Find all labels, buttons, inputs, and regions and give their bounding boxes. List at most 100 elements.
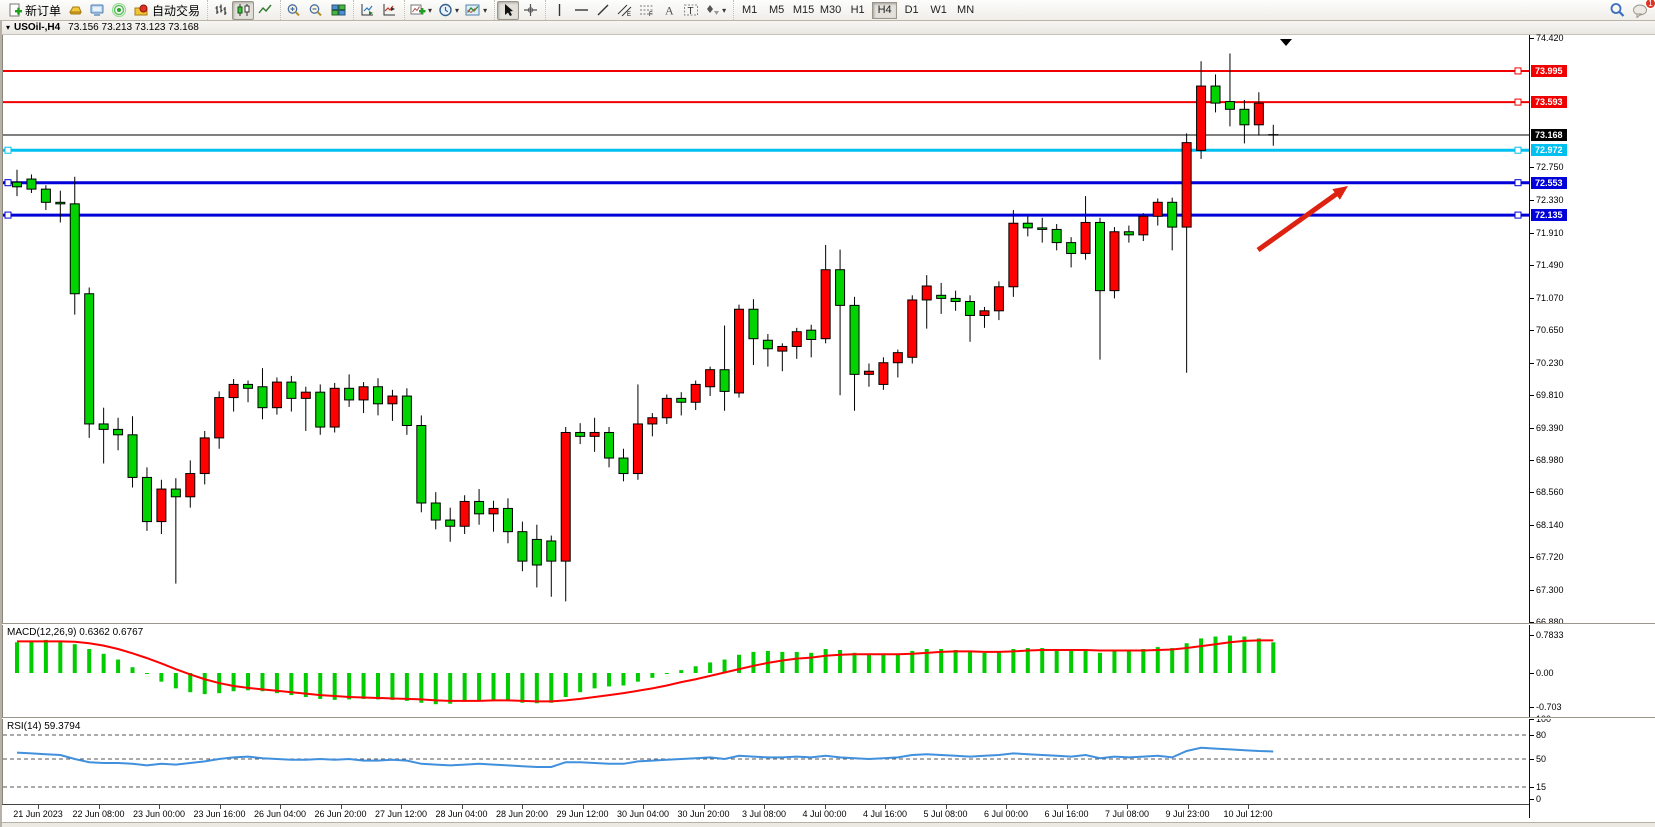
collapse-icon[interactable]: ▾ [6,23,11,32]
macd-histogram-bar [866,654,871,673]
auto-trading-button[interactable]: 自动交易 [130,1,203,20]
macd-histogram-bar [650,673,655,678]
hline-handle[interactable] [1514,98,1522,106]
candle-body [734,308,744,394]
chart-shift-marker[interactable] [1280,39,1292,46]
hline-handle[interactable] [1514,211,1522,219]
chart-shift-button[interactable] [378,1,400,20]
new-order-button[interactable]: 新订单 [5,1,64,20]
fibonacci-button[interactable]: F [636,1,658,20]
zoom-in-button[interactable] [283,1,305,20]
channel-button[interactable]: E [614,1,636,20]
timeframe-button-D1[interactable]: D1 [904,4,919,16]
candlestick-button[interactable] [232,0,255,20]
price-chart-canvas[interactable] [3,35,1529,623]
price-tick-68.980: 68.980 [1536,454,1564,465]
crosshair-button[interactable] [519,1,541,20]
macd-panel[interactable]: MACD(12,26,9) 0.6362 0.6767 [2,625,1529,717]
indicators-dropdown-arrow[interactable]: ▾ [428,5,433,15]
macd-histogram-bar [491,673,496,700]
macd-histogram-bar [274,673,279,694]
hline-handle[interactable] [1514,67,1522,75]
hline-handle[interactable] [1514,179,1522,187]
price-axis[interactable]: 74.420 72.750 72.330 71.910 71.490 71.070 70.6… [1529,33,1655,818]
timeframe-button-MN[interactable]: MN [957,4,975,16]
vertical-line-button[interactable] [548,1,570,20]
candle-body [40,188,51,203]
bar-chart-button[interactable] [210,1,232,20]
arrow-annotation-head[interactable] [1332,186,1348,200]
macd-histogram-bar [968,651,973,673]
macd-histogram-bar [1126,650,1131,673]
macd-histogram-bar [1256,638,1261,673]
rsi-panel[interactable]: RSI(14) 59.3794 [2,719,1529,804]
periods-button[interactable]: ▾ [435,1,462,20]
axis-tick-mark [1530,524,1534,526]
axis-tick-mark [1530,799,1534,800]
candle-body [98,423,109,430]
cursor-button[interactable] [497,0,520,20]
timeframe-button-M1[interactable]: M1 [741,4,758,16]
macd-histogram-bar [361,673,366,699]
label-button[interactable]: T [680,1,702,20]
macd-histogram-bar [202,673,207,695]
arrow-annotation[interactable] [1256,187,1344,253]
horizontal-line-button[interactable] [570,1,592,20]
timeframe-button-W1[interactable]: W1 [930,4,947,16]
gold-ingot-button[interactable] [64,1,86,20]
macd-histogram-bar [289,673,294,696]
zoom-out-button[interactable] [305,1,327,20]
candle-body [488,507,499,515]
templates-dropdown-arrow[interactable]: ▾ [483,5,488,15]
panel-separator[interactable] [2,717,1655,719]
date-label: 29 Jun 12:00 [556,809,609,819]
date-label: 4 Jul 16:00 [862,809,908,819]
line-chart-button[interactable] [254,1,276,20]
date-axis[interactable]: 21 Jun 2023 22 Jun 08:00 23 Jun 00:00 23 Ju… [2,804,1529,822]
panel-separator[interactable] [2,623,1655,625]
date-tick-mark [1006,805,1007,809]
candle-body [777,345,788,352]
timeframe-button-M15[interactable]: M15 [792,4,815,16]
macd-histogram-bar [664,673,669,674]
macd-histogram-bar [1184,643,1189,673]
timeframe-button-H4[interactable]: H4 [872,1,898,19]
trendline-button[interactable] [592,1,614,20]
date-tick-mark [945,805,947,809]
chart-titlebar[interactable]: ▾ USOil-,H4 73.156 73.213 73.123 73.168 [2,21,1655,35]
terminal-button[interactable] [86,1,108,20]
candle-body [950,297,961,302]
axis-tick-mark [1530,330,1534,332]
macd-histogram-bar [1040,648,1045,673]
hline-handle[interactable] [4,179,12,187]
candle-body [748,308,759,340]
candle-body [55,201,66,205]
text-button[interactable]: A [658,1,680,20]
notifications-button[interactable]: 1 [1629,0,1655,20]
indicators-button[interactable]: ▾ [407,1,435,20]
timeframe-button-M30[interactable]: M30 [819,4,842,16]
hline-handle[interactable] [1514,146,1522,154]
main-chart-plot[interactable] [2,35,1529,623]
candle-body [936,294,947,299]
price-tag-73.168: 73.168 [1531,129,1567,142]
shapes-dropdown-arrow[interactable]: ▾ [722,5,727,15]
hline-handle[interactable] [4,146,12,154]
line-chart-icon [257,4,272,14]
auto-scroll-button[interactable] [356,1,378,20]
search-button[interactable] [1606,1,1629,20]
timeframe-button-H1[interactable]: H1 [850,4,865,16]
hline-handle[interactable] [4,211,12,219]
macd-histogram-bar [607,673,612,687]
indicators-icon [410,4,426,15]
axis-tick-mark [1530,427,1534,429]
timeframe-button-M5[interactable]: M5 [768,4,785,16]
shapes-button[interactable]: ▾ [702,1,729,20]
signal-button[interactable] [108,1,130,20]
tile-windows-button[interactable] [327,1,349,20]
templates-button[interactable]: ▾ [462,1,490,20]
periods-dropdown-arrow[interactable]: ▾ [455,5,460,15]
macd-histogram-bar [838,649,843,673]
candle-body [604,431,615,459]
macd-histogram-bar [953,649,958,673]
